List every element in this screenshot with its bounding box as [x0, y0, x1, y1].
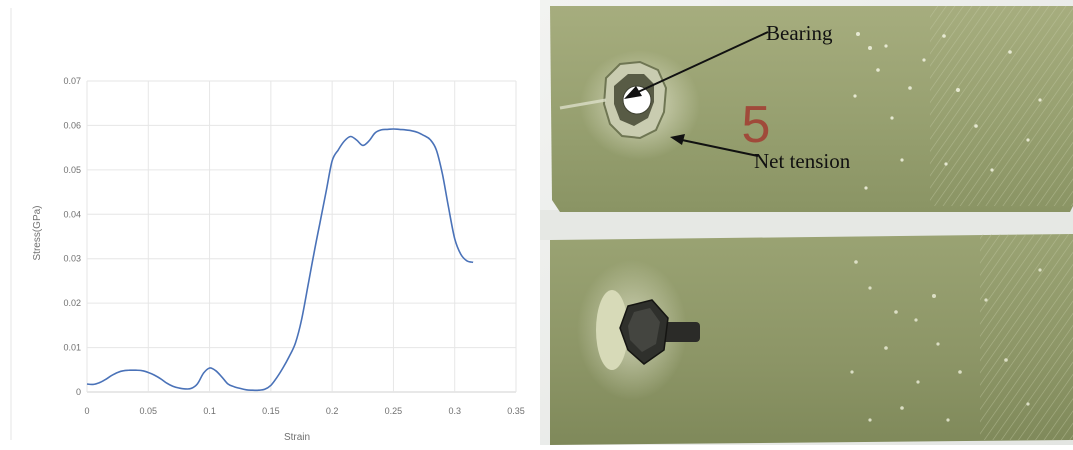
specimen-strip-top: 5	[550, 6, 1073, 212]
annotation-net-tension: Net tension	[754, 149, 851, 173]
x-tick-label: 0.05	[140, 406, 158, 416]
y-axis-title: Stress(GPa)	[32, 205, 43, 260]
y-tick-label: 0.01	[63, 343, 81, 353]
y-tick-label: 0	[76, 387, 81, 397]
stress-strain-chart: 0 0.01 0.02 0.03 0.04 0.05 0.06 0.07 0 0.05 0.1 0.1…	[0, 0, 540, 445]
x-axis-title: Strain	[284, 432, 310, 443]
y-tick-label: 0.04	[63, 209, 81, 219]
annotation-arrows	[624, 31, 769, 157]
grid	[86, 80, 517, 393]
tick-labels: 0 0.01 0.02 0.03 0.04 0.05 0.06 0.07 0 0.05 0.1 0.1…	[63, 76, 524, 416]
photo-canvas: 5	[540, 0, 1073, 445]
x-tick-label: 0.35	[507, 406, 525, 416]
x-tick-label: 0	[84, 406, 89, 416]
annotation-bearing: Bearing	[766, 21, 833, 45]
y-tick-label: 0.06	[63, 120, 81, 130]
y-tick-label: 0.03	[63, 254, 81, 264]
specimen-strip-bottom	[550, 234, 1073, 445]
chart-canvas: 0 0.01 0.02 0.03 0.04 0.05 0.06 0.07 0 0.05 0.1 0.1…	[10, 8, 525, 443]
y-tick-label: 0.02	[63, 298, 81, 308]
x-tick-label: 0.2	[326, 406, 339, 416]
y-tick-label: 0.07	[63, 76, 81, 86]
x-tick-label: 0.15	[262, 406, 280, 416]
x-tick-label: 0.1	[203, 406, 216, 416]
x-tick-label: 0.25	[385, 406, 403, 416]
y-tick-label: 0.05	[63, 165, 81, 175]
x-tick-label: 0.3	[448, 406, 461, 416]
specimen-photo: 5	[540, 0, 1073, 445]
specimen-number: 5	[742, 96, 771, 154]
series-line-stress	[86, 128, 474, 392]
